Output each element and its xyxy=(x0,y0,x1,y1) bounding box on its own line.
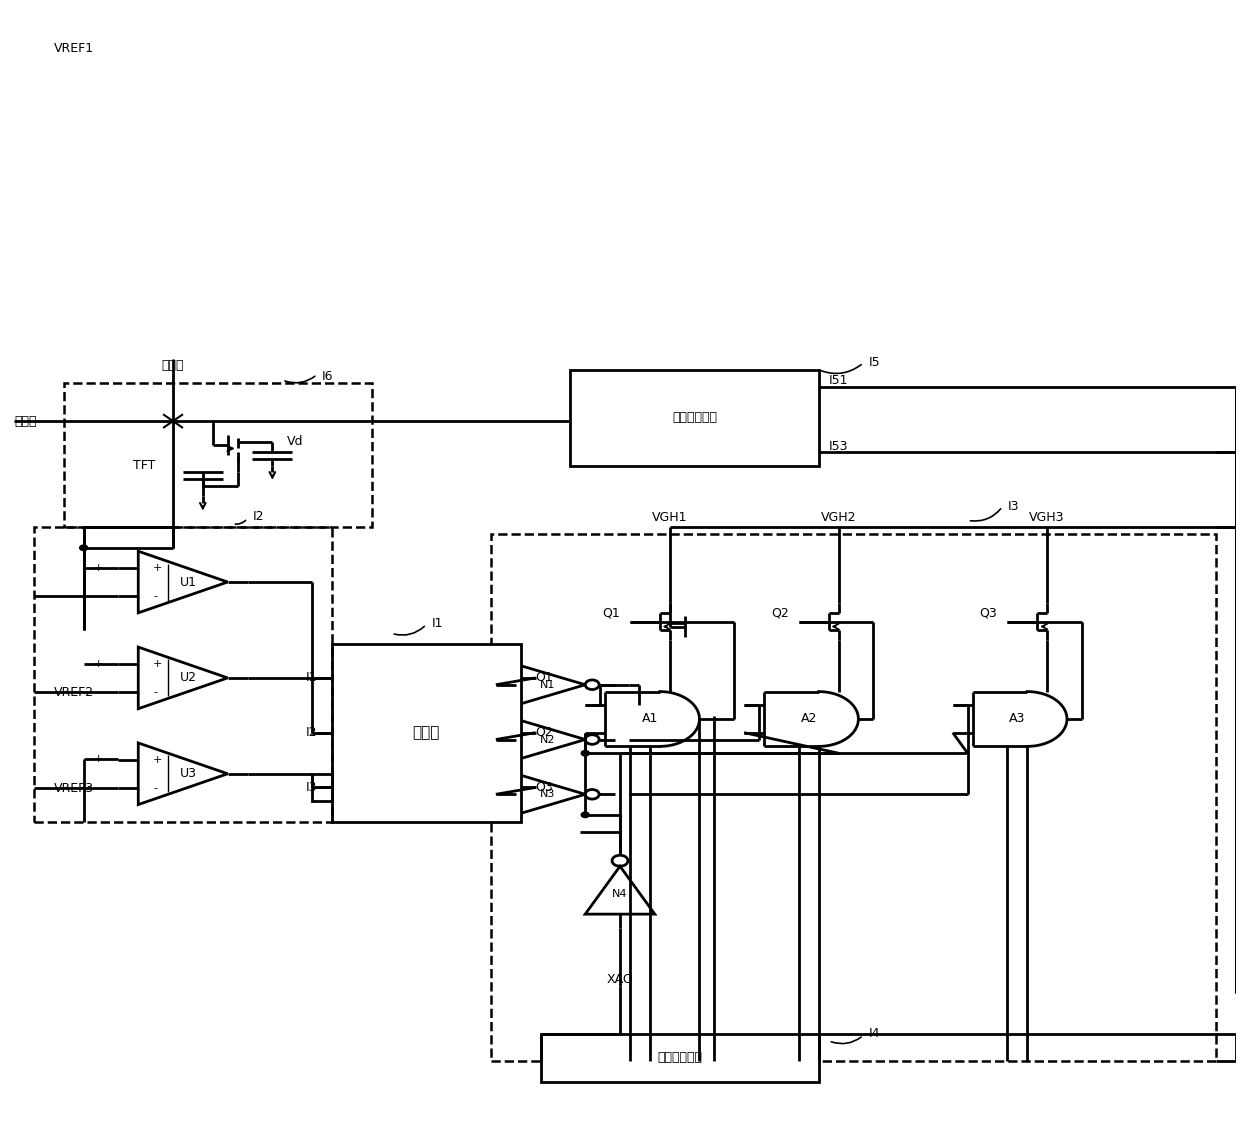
Text: +: + xyxy=(154,564,162,573)
Text: O3: O3 xyxy=(536,781,553,794)
Text: U2: U2 xyxy=(180,671,196,685)
Text: +: + xyxy=(154,659,162,669)
Text: -: - xyxy=(154,591,157,601)
Text: I3: I3 xyxy=(305,781,317,794)
Text: I53: I53 xyxy=(828,440,848,452)
Text: Q2: Q2 xyxy=(771,607,789,619)
Circle shape xyxy=(582,812,589,818)
Text: A1: A1 xyxy=(641,712,658,726)
Text: Q3: Q3 xyxy=(980,607,997,619)
Text: I1: I1 xyxy=(432,617,443,629)
Bar xyxy=(332,644,521,822)
Bar xyxy=(570,370,818,466)
Text: O2: O2 xyxy=(536,726,553,739)
Text: -: - xyxy=(154,782,157,793)
Text: VGH3: VGH3 xyxy=(1029,510,1065,524)
Text: I6: I6 xyxy=(322,370,334,383)
Text: A2: A2 xyxy=(801,712,817,726)
Text: VREF3: VREF3 xyxy=(53,781,94,795)
Text: I2: I2 xyxy=(253,510,264,524)
Text: TFT: TFT xyxy=(133,459,156,472)
Bar xyxy=(541,1034,818,1082)
Text: I3: I3 xyxy=(1007,500,1019,514)
Text: Q1: Q1 xyxy=(603,607,620,619)
Text: I5: I5 xyxy=(868,356,880,370)
Bar xyxy=(312,773,332,801)
Text: +: + xyxy=(93,754,103,764)
Text: N1: N1 xyxy=(539,679,556,689)
Text: +: + xyxy=(93,659,103,669)
Text: 电源管理芯片: 电源管理芯片 xyxy=(657,1051,702,1065)
Text: -: - xyxy=(154,687,157,696)
Text: I2: I2 xyxy=(305,726,317,739)
Text: N2: N2 xyxy=(539,735,556,745)
Text: +: + xyxy=(93,562,103,573)
Text: VGH1: VGH1 xyxy=(652,510,687,524)
Text: VGH2: VGH2 xyxy=(821,510,857,524)
Text: U1: U1 xyxy=(180,576,196,589)
Bar xyxy=(33,527,332,822)
Text: I4: I4 xyxy=(868,1027,880,1041)
Text: Vd: Vd xyxy=(288,435,304,448)
Text: N3: N3 xyxy=(539,789,556,799)
Text: N4: N4 xyxy=(613,889,627,898)
Text: 扫描线: 扫描线 xyxy=(14,415,37,428)
Text: A3: A3 xyxy=(1009,712,1025,726)
Text: XAO: XAO xyxy=(606,973,634,987)
Circle shape xyxy=(79,545,88,550)
Text: 控制器: 控制器 xyxy=(413,725,440,741)
Text: O1: O1 xyxy=(536,671,553,685)
Bar xyxy=(491,534,1216,1061)
Text: 数据线: 数据线 xyxy=(161,359,185,372)
Text: VREF2: VREF2 xyxy=(53,686,94,699)
Text: 栅极驱动芯片: 栅极驱动芯片 xyxy=(672,412,717,424)
Circle shape xyxy=(582,751,589,756)
Bar xyxy=(63,383,372,527)
Text: VREF1: VREF1 xyxy=(53,42,94,56)
Text: +: + xyxy=(154,755,162,765)
Text: I1: I1 xyxy=(305,671,317,685)
Text: I51: I51 xyxy=(828,373,848,387)
Text: U3: U3 xyxy=(180,768,196,780)
